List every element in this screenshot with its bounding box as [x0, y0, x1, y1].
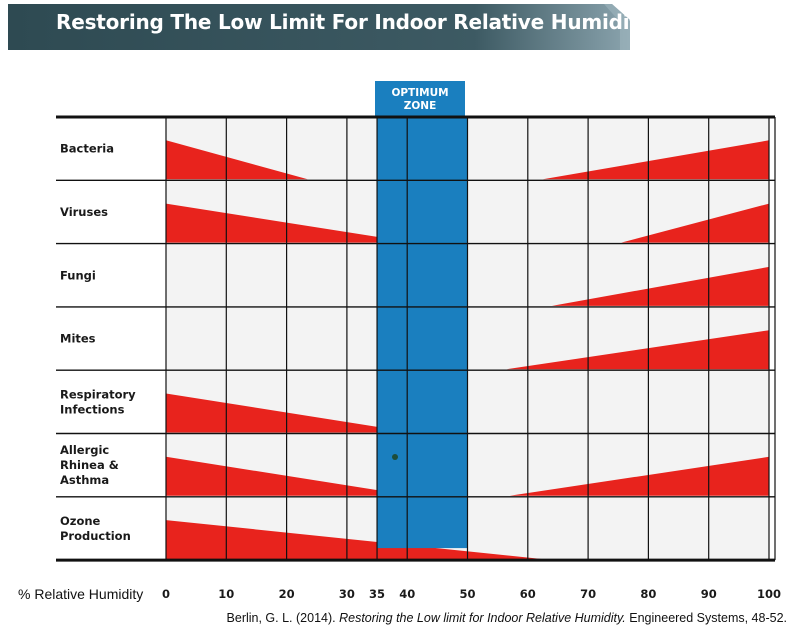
- row-label-line: Allergic: [60, 443, 109, 457]
- citation: Berlin, G. L. (2014). Restoring the Low …: [227, 611, 787, 625]
- citation-authors: Berlin, G. L. (2014).: [226, 611, 340, 625]
- chart-title: Restoring The Low Limit For Indoor Relat…: [56, 10, 652, 34]
- optimum-zone-header: [375, 81, 465, 117]
- high-humidity-bar: [542, 140, 769, 180]
- optimum-zone-label-line1: OPTIMUM: [391, 87, 448, 99]
- row-labels: Bacteria Viruses Fungi Mites Respiratory Infe…: [60, 142, 136, 543]
- high-humidity-bar: [506, 330, 769, 370]
- row-label: Allergic Rhinea & Asthma: [60, 443, 119, 487]
- row-label-line: Infections: [60, 402, 125, 416]
- x-axis-ticks: 0 10 20 30 35 40 50 60 70 80 90 100: [162, 587, 781, 601]
- low-humidity-bar: [166, 203, 414, 243]
- row-label: Bacteria: [60, 142, 114, 156]
- x-tick-label: 10: [218, 587, 234, 601]
- x-tick-label: 0: [162, 587, 170, 601]
- x-tick-label: 35: [369, 587, 385, 601]
- optimum-zone-band: [377, 117, 468, 549]
- row-label-line: Mites: [60, 332, 96, 346]
- risk-bars: [166, 140, 769, 560]
- row-label-line: Asthma: [60, 473, 109, 487]
- x-axis-label: % Relative Humidity: [18, 586, 143, 602]
- optimum-zone-label-line2: ZONE: [404, 100, 437, 112]
- row-label-line: Respiratory: [60, 387, 136, 401]
- row-label: Ozone Production: [60, 514, 131, 543]
- x-tick-label: 30: [339, 587, 355, 601]
- x-tick-label: 100: [757, 587, 781, 601]
- row-label: Fungi: [60, 268, 96, 282]
- x-tick-label: 90: [701, 587, 717, 601]
- low-humidity-bar: [166, 520, 543, 560]
- row-label-line: Rhinea &: [60, 458, 119, 472]
- grid-lines: [56, 115, 776, 562]
- x-tick-label: 80: [640, 587, 656, 601]
- row-label-line: Bacteria: [60, 142, 114, 156]
- x-tick-label: 60: [520, 587, 536, 601]
- row-label: Viruses: [60, 205, 108, 219]
- row-label: Respiratory Infections: [60, 387, 136, 416]
- low-humidity-bar: [166, 140, 308, 180]
- citation-title: Restoring the Low limit for Indoor Relat…: [339, 611, 626, 625]
- row-label-line: Fungi: [60, 268, 96, 282]
- row-label-line: Ozone: [60, 514, 101, 528]
- zone-dot: [392, 454, 398, 460]
- title-banner: [8, 4, 630, 50]
- row-label-line: Production: [60, 529, 131, 543]
- row-label-line: Viruses: [60, 205, 108, 219]
- x-tick-label: 70: [580, 587, 596, 601]
- x-tick-label: 50: [459, 587, 475, 601]
- low-humidity-bar: [166, 456, 414, 496]
- citation-source: Engineered Systems, 48-52.: [625, 611, 787, 625]
- low-humidity-bar: [166, 393, 414, 433]
- high-humidity-bar: [509, 456, 769, 496]
- high-humidity-bar: [621, 203, 769, 243]
- x-tick-label: 20: [279, 587, 295, 601]
- high-humidity-bar: [551, 266, 769, 306]
- x-tick-label: 40: [399, 587, 415, 601]
- row-label: Mites: [60, 332, 96, 346]
